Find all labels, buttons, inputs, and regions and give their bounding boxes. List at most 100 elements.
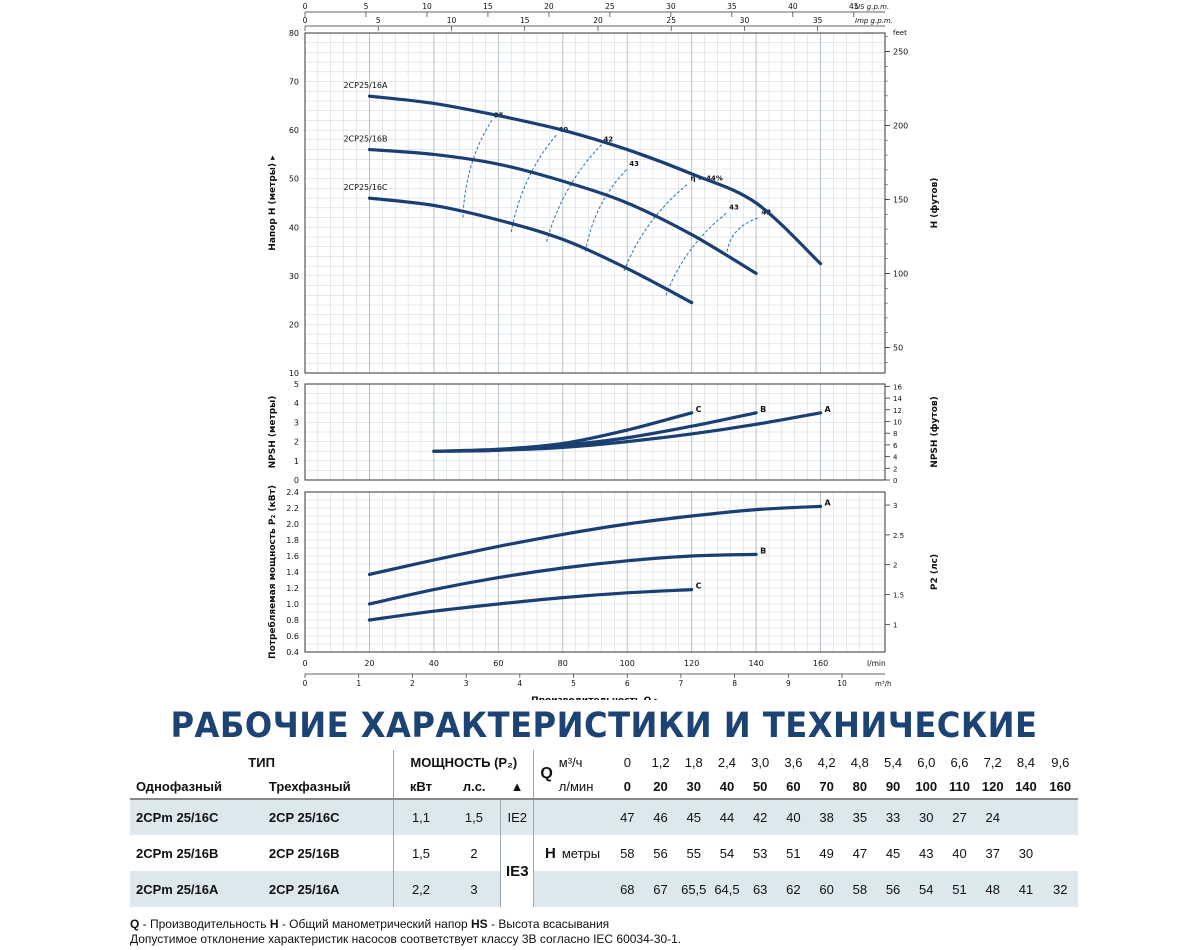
h-label: H xyxy=(544,844,556,862)
head-value: 56 xyxy=(876,871,910,907)
head-curve-2 xyxy=(367,196,694,305)
y-tick-label: 1.4 xyxy=(286,568,299,577)
y-right-tick-label: 1.5 xyxy=(893,592,904,600)
head-curve-0 xyxy=(367,94,823,266)
head-value: 63 xyxy=(743,871,777,907)
y-tick-label: 5 xyxy=(294,380,299,389)
head-value: 53 xyxy=(752,845,768,861)
power-hp: 1,5 xyxy=(447,798,501,835)
y-tick-label: 0 xyxy=(294,476,299,485)
m3h-cell: 5,4 xyxy=(876,750,910,774)
head-value: 68 xyxy=(610,871,644,907)
m3h-cell: 0 xyxy=(610,750,644,774)
model-three: 2CP 25/16A xyxy=(262,871,394,907)
head-value: 45 xyxy=(885,845,901,861)
x-unit-lmin: l/min xyxy=(867,659,886,668)
x-tick-label: 0 xyxy=(302,659,307,668)
x-unit-m3h: m³/h xyxy=(875,680,891,688)
lmin-cell: 160 xyxy=(1042,774,1078,799)
top-tick-label-us: 45 xyxy=(849,2,859,11)
head-value: 49 xyxy=(819,845,834,861)
m3h-cell: 4,2 xyxy=(810,750,844,774)
head-curve-1 xyxy=(367,147,758,276)
model-single: 2CPm 25/16A xyxy=(130,871,263,907)
x-m3h-tick-label: 10 xyxy=(837,679,847,688)
head-value: 33 xyxy=(876,798,910,835)
top-tick-label-us: 10 xyxy=(422,2,432,11)
series-label: C xyxy=(696,582,702,591)
m3h-cell: 1,8 xyxy=(677,750,711,774)
head-value: 54 xyxy=(719,845,735,861)
lmin-cell: 20 xyxy=(643,774,678,799)
y-right-tick-label: 0 xyxy=(893,477,897,485)
lmin-cell: 140 xyxy=(1009,774,1043,799)
y-tick-label: 50 xyxy=(289,175,299,184)
y-axis-label: Напор H (метры) ▸ xyxy=(268,155,278,251)
q-text: - Производительность xyxy=(139,917,270,931)
head-value: 60 xyxy=(810,871,844,907)
three-phase-header: Трехфазный xyxy=(262,774,394,799)
lmin-cell: 0 xyxy=(610,774,644,799)
head-value: 58 xyxy=(620,845,635,861)
single-phase-header: Однофазный xyxy=(130,774,263,799)
y-right-unit: feet xyxy=(893,29,907,37)
header-row-1: ТИП МОЩНОСТЬ (P₂) Q м³/ч 0 1,2 1,8 2,4 3… xyxy=(130,750,1078,799)
head-value: 30 xyxy=(909,798,943,835)
npsh-curve-2 xyxy=(432,411,694,453)
y-tick-label: 1.0 xyxy=(286,600,299,609)
efficiency-curve xyxy=(462,120,493,218)
m3h-cell: 8,4 xyxy=(1009,750,1043,774)
head-value: 62 xyxy=(776,871,811,907)
y-right-tick-label: 250 xyxy=(893,47,908,56)
y-tick-label: 70 xyxy=(289,78,299,87)
lmin-cell: 40 xyxy=(710,774,744,799)
x-m3h-tick-label: 0 xyxy=(303,679,308,688)
head-value: 47 xyxy=(852,845,868,861)
model-three: 2CP 25/16B xyxy=(268,845,340,861)
y-tick-label: 30 xyxy=(289,272,299,281)
x-m3h-tick-label: 6 xyxy=(625,679,630,688)
performance-charts: 102030405060708050100150200250feetНапор … xyxy=(267,2,940,700)
ie-class: IE3 xyxy=(500,835,534,907)
x-tick-label: 60 xyxy=(493,659,503,668)
y-right-tick-label: 12 xyxy=(893,407,902,415)
head-value: 41 xyxy=(1009,871,1043,907)
y-tick-label: 1.6 xyxy=(286,552,299,561)
head-value: 44 xyxy=(710,798,744,835)
power-curve-1 xyxy=(367,552,758,606)
x-m3h-tick-label: 1 xyxy=(356,679,361,688)
y-right-tick-label: 6 xyxy=(893,442,898,450)
efficiency-curve xyxy=(665,212,728,296)
y-right-tick-label: 2 xyxy=(893,562,897,570)
series-label: A xyxy=(825,498,832,507)
head-value: 35 xyxy=(843,798,877,835)
y-tick-label: 4 xyxy=(294,399,299,408)
plot-frame xyxy=(304,32,886,374)
plot-frame xyxy=(304,383,886,481)
head-value: 24 xyxy=(976,798,1010,835)
hs-text: - Высота всасывания xyxy=(487,917,610,931)
x-tick-label: 20 xyxy=(364,659,374,668)
y-right-tick-label: 2.5 xyxy=(893,532,904,540)
x-tick-label: 100 xyxy=(620,659,635,668)
head-value: 55 xyxy=(686,845,701,861)
heading-band: РАБОЧИЕ ХАРАКТЕРИСТИКИ И ТЕХНИЧЕСКИЕ ДАН… xyxy=(130,706,1078,786)
head-value xyxy=(1043,835,1078,871)
y-tick-label: 10 xyxy=(289,369,299,378)
power-kw: 2,2 xyxy=(393,871,448,907)
x-m3h-tick-label: 5 xyxy=(571,679,576,688)
y-right-tick-label: 200 xyxy=(893,121,908,130)
table-row: 2CPm 25/16C 2CP 25/16C 1,1 1,5 IE2 47 46 45 44 42… xyxy=(130,798,1078,835)
y-right-tick-label: 16 xyxy=(893,383,902,391)
series-label: C xyxy=(696,405,702,414)
y-tick-label: 1.2 xyxy=(286,584,299,593)
power-curve-2 xyxy=(367,588,694,622)
h-unit: метры xyxy=(561,845,601,861)
x-tick-label: 80 xyxy=(558,659,568,668)
top-tick-label-us: 25 xyxy=(605,2,615,11)
efficiency-curve xyxy=(546,144,602,242)
tip-header: ТИП xyxy=(130,750,394,774)
efficiency-curve xyxy=(510,134,557,233)
y-right-tick-label: 100 xyxy=(893,270,908,279)
